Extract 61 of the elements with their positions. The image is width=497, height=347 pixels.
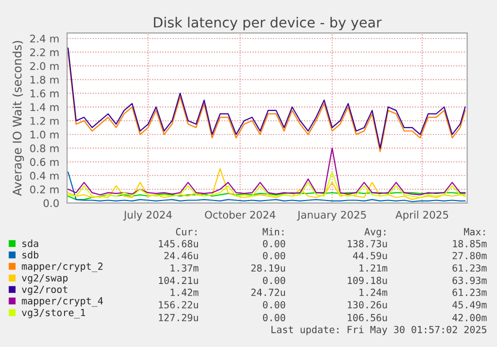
x-tick-label: July 2024 [123, 210, 172, 221]
text: 18.85m [453, 240, 487, 248]
text: Cur: [176, 228, 196, 236]
text: 27.80m [452, 252, 487, 260]
text: 1.37m [170, 264, 198, 272]
text: 145.68u [158, 240, 198, 248]
text: 104.21u [158, 276, 198, 284]
x-tick-label: January 2025 [296, 210, 366, 221]
legend-label: mapper/crypt_4 [22, 297, 103, 307]
legend-label: mapper/crypt_2 [22, 262, 103, 272]
legend-label: vg3/store_1 [22, 308, 86, 318]
text: 1.42m [170, 288, 198, 296]
text: 127.29u [158, 314, 198, 322]
text: 44.59u [353, 252, 387, 260]
text: 156.22u [158, 301, 198, 308]
text: 42.00m [452, 314, 487, 322]
text: 24.72u [251, 288, 285, 296]
y-tick-label: 2.4 m [30, 34, 59, 42]
chart-title: Disk latency per device - by year [154, 16, 382, 30]
text: 0.00 [262, 276, 286, 284]
text: 61.23m [452, 288, 487, 296]
text: 63.93m [452, 276, 487, 284]
line-series [68, 148, 466, 196]
y-tick-label: 1.8 m [30, 76, 59, 84]
text: 1.21m [360, 264, 388, 272]
y-axis-title: Average IO Wait (seconds) [12, 40, 24, 196]
y-tick-label: 0.0 [44, 199, 59, 208]
text: 0.00 [262, 314, 286, 322]
y-tick-label: 0.8 m [30, 144, 59, 152]
x-tick-label: October 2024 [204, 210, 276, 219]
y-tick-label: 1.2 m [30, 116, 59, 125]
text: 138.73u [348, 240, 387, 248]
text: 45.49m [452, 301, 487, 308]
text: 1.24m [360, 288, 388, 296]
y-tick-label: 1.6 m [30, 90, 59, 98]
text: 28.19u [251, 264, 285, 272]
legend-label: sdb [22, 250, 38, 258]
text: 0.00 [262, 240, 286, 248]
y-tick-label: 2.0 m [30, 62, 59, 70]
text: 130.26u [348, 301, 387, 308]
legend-label: sda [22, 240, 38, 248]
text: Avg: [364, 228, 386, 238]
text: 106.56u [348, 314, 387, 322]
y-tick-label: 0.6 m [30, 158, 59, 166]
y-tick-label: 0.4 m [30, 172, 59, 180]
y-tick-label: 1.4 m [30, 103, 59, 111]
text: 24.46u [164, 252, 198, 260]
legend-label: vg2/root [22, 286, 68, 295]
text: 109.18u [348, 276, 387, 284]
text: 0.00 [262, 301, 286, 308]
text: Max: [464, 228, 485, 236]
text: 61.23m [452, 264, 487, 272]
text: Min: [262, 228, 284, 236]
y-tick-label: 2.2 m [30, 48, 59, 56]
text: 0.00 [262, 252, 286, 260]
legend-label: vg2/swap [22, 274, 68, 284]
x-tick-label: April 2025 [395, 210, 448, 221]
text: Last update: Fri May 30 01:57:02 2025 [272, 326, 486, 336]
line-series [68, 192, 466, 200]
y-tick-label: 1.0 m [30, 130, 59, 139]
y-tick-label: 0.2 m [30, 186, 59, 194]
